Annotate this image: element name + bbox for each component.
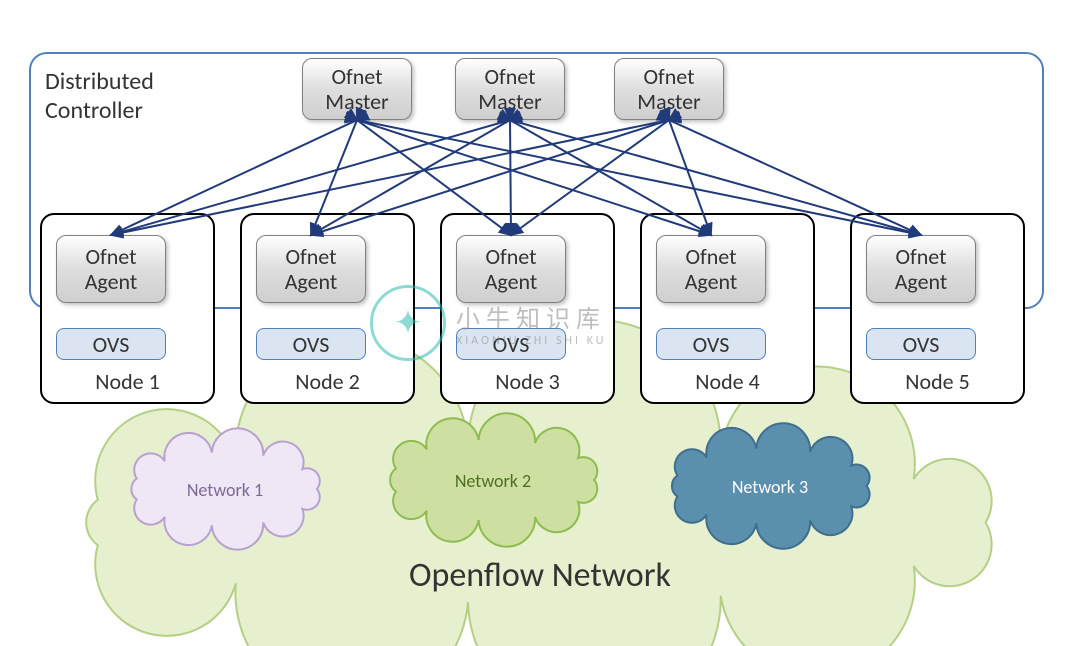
node-2-label: Node 2 [240, 368, 415, 395]
node-5-agent: OfnetAgent [866, 235, 976, 303]
openflow-network-label: Openflow Network [340, 555, 740, 596]
node-2-agent: OfnetAgent [256, 235, 366, 303]
master-2: OfnetMaster [455, 58, 565, 120]
diagram-canvas: Distributed Controller OfnetMaster OfnetM… [0, 0, 1067, 646]
node-1-label: Node 1 [40, 368, 215, 395]
cloud-2-label: Network 2 [383, 470, 603, 492]
node-3-label: Node 3 [440, 368, 615, 395]
node-3-ovs: OVS [456, 328, 566, 360]
node-5-ovs: OVS [866, 328, 976, 360]
master-3: OfnetMaster [614, 58, 724, 120]
cloud-2 [390, 413, 597, 546]
cloud-1 [131, 428, 319, 549]
node-4-ovs: OVS [656, 328, 766, 360]
node-1-agent: OfnetAgent [56, 235, 166, 303]
cloud-1-label: Network 1 [125, 479, 325, 501]
enclosure-line1: Distributed [45, 67, 154, 96]
enclosure-line2: Controller [45, 96, 143, 125]
controller-enclosure-label: Distributed Controller [45, 68, 154, 126]
node-2-ovs: OVS [256, 328, 366, 360]
node-1-ovs: OVS [56, 328, 166, 360]
cloud-3 [672, 423, 870, 548]
master-1: OfnetMaster [302, 58, 412, 120]
node-4-agent: OfnetAgent [656, 235, 766, 303]
node-4-label: Node 4 [640, 368, 815, 395]
node-5-label: Node 5 [850, 368, 1025, 395]
cloud-3-label: Network 3 [665, 476, 875, 498]
node-3-agent: OfnetAgent [456, 235, 566, 303]
